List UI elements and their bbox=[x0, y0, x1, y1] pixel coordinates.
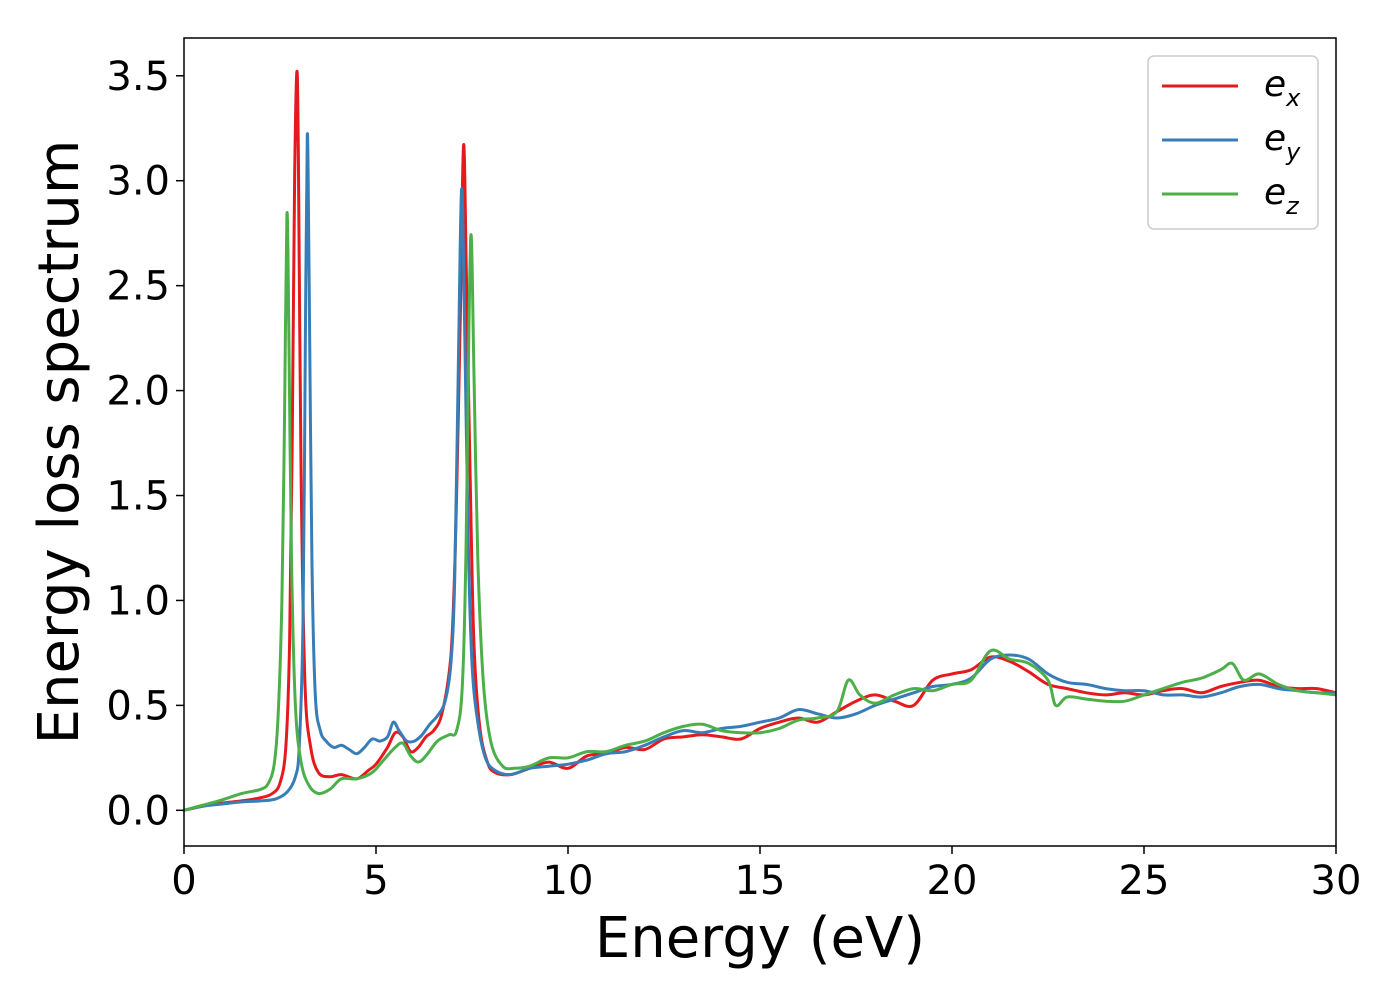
y-tick-label: 0.5 bbox=[106, 683, 170, 729]
series-line-z bbox=[183, 210, 1337, 812]
plot-area bbox=[184, 38, 1336, 846]
x-tick-label: 30 bbox=[1311, 858, 1362, 904]
x-tick-label: 0 bbox=[171, 858, 196, 904]
x-axis: 0 5 10 15 20 25 30 bbox=[171, 846, 1361, 904]
y-tick-label: 3.5 bbox=[106, 54, 170, 100]
legend-label-y: ey bbox=[1264, 118, 1301, 166]
y-tick-label: 2.5 bbox=[106, 264, 170, 310]
x-tick-label: 5 bbox=[363, 858, 388, 904]
y-axis: 0.0 0.5 1.0 1.5 2.0 2.5 3.0 3.5 bbox=[106, 54, 184, 834]
x-tick-label: 25 bbox=[1119, 858, 1170, 904]
x-tick-label: 20 bbox=[927, 858, 978, 904]
y-tick-label: 3.0 bbox=[106, 159, 170, 205]
series-layer bbox=[183, 69, 1337, 812]
x-axis-title: Energy (eV) bbox=[595, 906, 925, 971]
y-tick-label: 2.0 bbox=[106, 369, 170, 415]
y-tick-label: 1.5 bbox=[106, 474, 170, 520]
y-axis-title: Energy loss spectrum bbox=[27, 140, 92, 745]
y-tick-label: 0.0 bbox=[106, 788, 170, 834]
x-tick-label: 10 bbox=[543, 858, 594, 904]
legend-box bbox=[1147, 55, 1319, 230]
y-tick-label: 1.0 bbox=[106, 578, 170, 624]
x-tick-label: 15 bbox=[735, 858, 786, 904]
series-line-y bbox=[183, 132, 1337, 812]
